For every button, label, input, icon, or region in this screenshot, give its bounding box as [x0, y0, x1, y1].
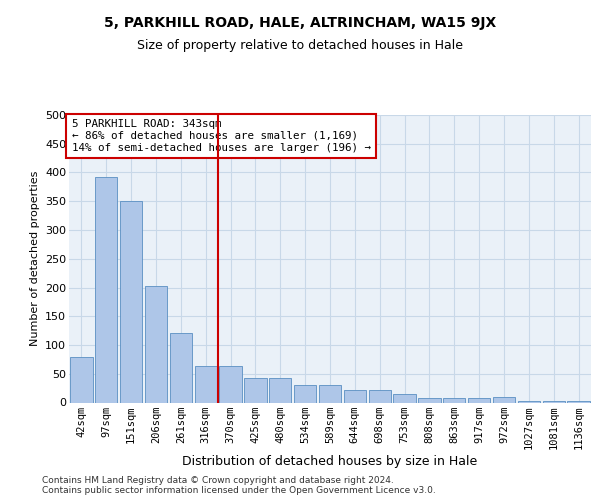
- Bar: [294, 384, 316, 402]
- Bar: [194, 366, 217, 402]
- Y-axis label: Number of detached properties: Number of detached properties: [29, 171, 40, 346]
- Bar: [493, 397, 515, 402]
- Bar: [269, 378, 292, 402]
- Bar: [319, 384, 341, 402]
- Bar: [468, 398, 490, 402]
- Text: 5 PARKHILL ROAD: 343sqm
← 86% of detached houses are smaller (1,169)
14% of semi: 5 PARKHILL ROAD: 343sqm ← 86% of detache…: [71, 120, 371, 152]
- Bar: [220, 366, 242, 402]
- X-axis label: Distribution of detached houses by size in Hale: Distribution of detached houses by size …: [182, 454, 478, 468]
- Bar: [418, 398, 440, 402]
- Text: Contains HM Land Registry data © Crown copyright and database right 2024.
Contai: Contains HM Land Registry data © Crown c…: [42, 476, 436, 495]
- Bar: [244, 378, 266, 402]
- Bar: [394, 394, 416, 402]
- Bar: [368, 390, 391, 402]
- Bar: [443, 398, 466, 402]
- Text: 5, PARKHILL ROAD, HALE, ALTRINCHAM, WA15 9JX: 5, PARKHILL ROAD, HALE, ALTRINCHAM, WA15…: [104, 16, 496, 30]
- Bar: [95, 177, 118, 402]
- Bar: [344, 390, 366, 402]
- Bar: [70, 357, 92, 403]
- Bar: [170, 333, 192, 402]
- Bar: [120, 200, 142, 402]
- Text: Size of property relative to detached houses in Hale: Size of property relative to detached ho…: [137, 38, 463, 52]
- Bar: [145, 286, 167, 403]
